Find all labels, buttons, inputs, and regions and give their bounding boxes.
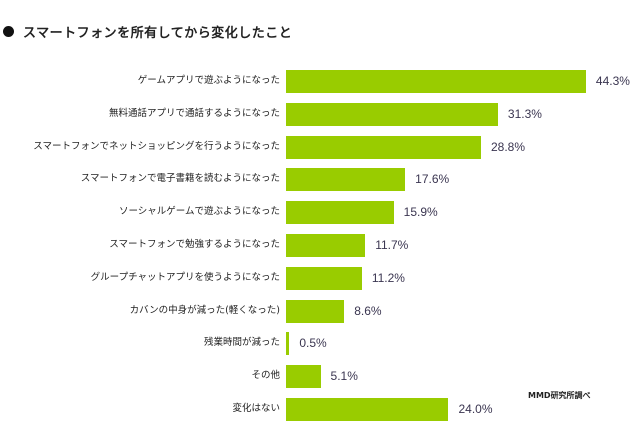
bar — [286, 365, 321, 389]
bar-row: スマートフォンでネットショッピングを行うようになった 28.8% — [0, 134, 640, 160]
chart-title: スマートフォンを所有してから変化したこと — [3, 20, 292, 42]
chart-title-text: スマートフォンを所有してから変化したこと — [23, 25, 293, 41]
value-label: 28.8% — [490, 139, 525, 154]
category-label: その他 — [251, 370, 280, 382]
value-label: 31.3% — [507, 106, 542, 121]
bar-row: スマートフォンで電子書籍を読むようになった 17.6% — [0, 166, 640, 192]
bar-row: ゲームアプリで遊ぶようになった 44.3% — [0, 68, 640, 94]
bar — [286, 234, 366, 257]
bar — [286, 168, 406, 192]
category-label: スマートフォンで勉強するようになった — [109, 239, 280, 250]
value-label: 11.7% — [375, 238, 409, 252]
category-label: 変化はない — [232, 403, 280, 414]
bar — [286, 398, 449, 421]
bar — [286, 102, 498, 126]
bar-row: グループチャットアプリを使うようになった 11.2% — [0, 265, 640, 291]
bar — [286, 135, 481, 159]
value-label: 0.5% — [299, 336, 327, 351]
category-label: グループチャットアプリを使うようになった — [90, 271, 280, 283]
bullet-icon — [3, 25, 14, 37]
category-label: スマートフォンで電子書籍を読むようになった — [80, 173, 280, 185]
value-label: 44.3% — [595, 74, 630, 88]
bar — [286, 201, 394, 225]
bar-row: カバンの中身が減った(軽くなった) 8.6% — [0, 298, 640, 324]
value-label: 8.6% — [354, 303, 382, 318]
value-label: 24.0% — [458, 402, 493, 416]
value-label: 15.9% — [403, 205, 438, 220]
bar — [286, 332, 290, 356]
value-label: 11.2% — [371, 270, 405, 285]
bar-row: 変化はない 24.0% — [0, 396, 640, 422]
bar-row: ソーシャルゲームで遊ぶようになった 15.9% — [0, 199, 640, 225]
category-label: カバンの中身が減った(軽くなった) — [129, 304, 280, 316]
category-label: ゲームアプリで遊ぶようになった — [137, 75, 280, 86]
bar-row: スマートフォンで勉強するようになった 11.7% — [0, 232, 640, 258]
source-note: MMD研究所調べ — [528, 391, 591, 400]
bar-row: その他 5.1% — [0, 363, 640, 389]
category-label: 残業時間が減った — [203, 337, 280, 349]
bar — [286, 70, 586, 93]
category-label: ソーシャルゲームで遊ぶようになった — [118, 206, 280, 218]
bar — [286, 266, 362, 290]
bar-row: 残業時間が減った 0.5% — [0, 330, 640, 356]
category-label: スマートフォンでネットショッピングを行うようになった — [33, 140, 280, 152]
bar-row: 無料通話アプリで通話するようになった 31.3% — [0, 101, 640, 127]
bar — [286, 299, 345, 323]
value-label: 5.1% — [330, 369, 358, 384]
value-label: 17.6% — [415, 172, 450, 187]
category-label: 無料通話アプリで通話するようになった — [108, 107, 280, 119]
